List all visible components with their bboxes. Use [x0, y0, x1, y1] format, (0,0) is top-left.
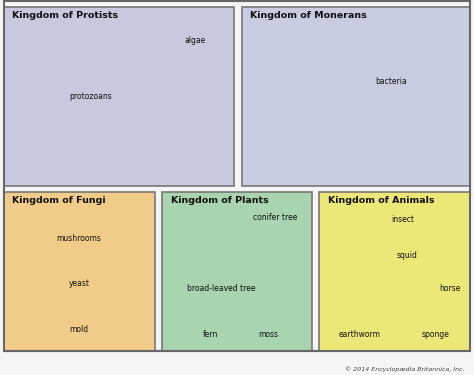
Text: mold: mold — [70, 325, 89, 334]
Bar — [4, 192, 155, 351]
Bar — [162, 192, 312, 351]
Text: sponge: sponge — [422, 330, 450, 339]
Text: algae: algae — [184, 36, 206, 45]
Text: squid: squid — [397, 251, 418, 260]
Bar — [4, 7, 234, 186]
Text: Kingdom of Protists: Kingdom of Protists — [12, 10, 118, 20]
Text: conifer tree: conifer tree — [253, 213, 297, 222]
Text: © 2014 Encyclopædia Britannica, Inc.: © 2014 Encyclopædia Britannica, Inc. — [345, 366, 465, 372]
Text: moss: moss — [258, 330, 278, 339]
Text: horse: horse — [439, 284, 461, 293]
Bar — [242, 7, 470, 186]
Text: Kingdom of Plants: Kingdom of Plants — [171, 196, 268, 205]
Text: protozoans: protozoans — [69, 92, 112, 101]
Text: mushrooms: mushrooms — [57, 234, 101, 243]
Text: insect: insect — [391, 214, 414, 223]
Bar — [319, 192, 470, 351]
Text: Kingdom of Monerans: Kingdom of Monerans — [250, 10, 367, 20]
Text: Kingdom of Fungi: Kingdom of Fungi — [12, 196, 106, 205]
Text: Kingdom of Animals: Kingdom of Animals — [328, 196, 435, 205]
Text: bacteria: bacteria — [375, 77, 407, 86]
Text: broad-leaved tree: broad-leaved tree — [187, 284, 255, 293]
Text: fern: fern — [202, 330, 218, 339]
Text: yeast: yeast — [69, 279, 90, 288]
Text: earthworm: earthworm — [339, 330, 381, 339]
